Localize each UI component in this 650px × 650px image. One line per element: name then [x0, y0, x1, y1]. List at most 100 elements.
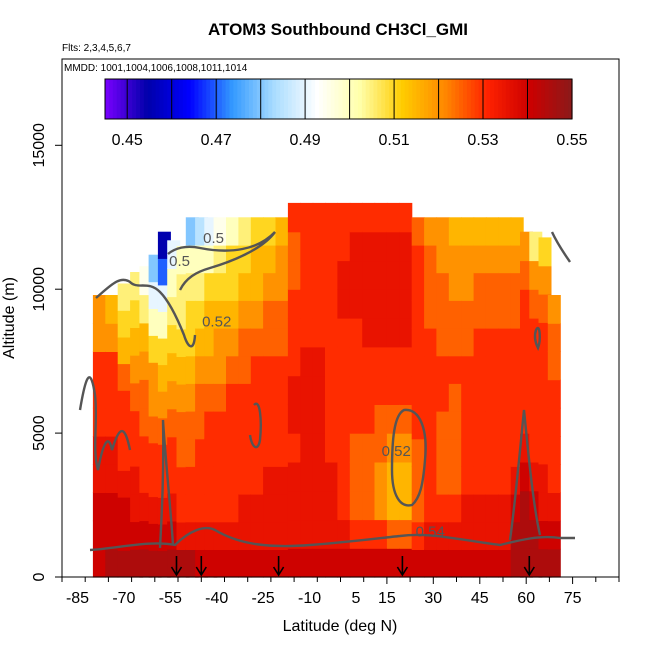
- heatmap-cell: [424, 217, 438, 246]
- heatmap-cell: [424, 355, 438, 384]
- colorbar-segment: [369, 79, 375, 119]
- colorbar-segment: [143, 79, 149, 119]
- colorbar-segment: [237, 79, 242, 119]
- colorbar-segment: [326, 79, 332, 119]
- colorbar-segment: [393, 79, 398, 119]
- colorbar-segment: [350, 79, 355, 119]
- heatmap-cell: [92, 520, 106, 550]
- colorbar-segment: [330, 79, 336, 119]
- heatmap-cell: [461, 328, 475, 357]
- heatmap-cell: [424, 300, 438, 329]
- heatmap-cell: [399, 375, 413, 405]
- heatmap-cell: [263, 383, 277, 412]
- heatmap-cell: [117, 336, 131, 365]
- colorbar-segment: [249, 79, 254, 119]
- heatmap-cell: [275, 383, 289, 412]
- heatmap-cell: [337, 346, 351, 377]
- dates-label: MMDD: 1001,1004,1006,1008,1011,1014: [64, 63, 248, 74]
- colorbar: 0.45 0.47 0.49 0.51 0.53 0.55: [104, 78, 588, 149]
- heatmap-cell: [362, 231, 376, 262]
- contour-lines: [78, 231, 575, 552]
- colorbar-segment: [245, 79, 250, 119]
- heatmap-cell: [461, 300, 475, 329]
- heatmap-cell: [337, 260, 351, 290]
- heatmap-cell: [473, 549, 487, 578]
- heatmap-cell: [362, 318, 376, 348]
- heatmap-cell: [386, 231, 400, 262]
- heatmap-cell: [547, 407, 561, 437]
- colorbar-segment: [564, 79, 569, 119]
- x-tick-label: -25: [252, 590, 275, 607]
- heatmap-cell: [250, 300, 264, 329]
- colorbar-segment: [474, 79, 480, 119]
- heatmap-cell: [374, 490, 388, 521]
- heatmap-cell: [213, 272, 227, 301]
- heatmap-cell: [325, 461, 338, 492]
- heatmap-cell: [424, 411, 438, 440]
- contour-line-southern-edge: [78, 376, 132, 471]
- heatmap-cell: [312, 519, 326, 549]
- heatmap-cell: [275, 328, 289, 357]
- heatmap-cell: [436, 411, 450, 440]
- heatmap-cell: [117, 310, 131, 338]
- heatmap-cell: [312, 461, 326, 492]
- heatmap-cell: [325, 202, 338, 233]
- heatmap-cell: [424, 244, 438, 274]
- heatmap-cell: [263, 272, 277, 301]
- colorbar-segment: [252, 79, 258, 119]
- heatmap-cell: [263, 355, 277, 384]
- colorbar-segment: [478, 79, 484, 119]
- contour-label: 0.52: [202, 314, 231, 331]
- colorbar-segment: [490, 79, 495, 119]
- heatmap-cell: [92, 548, 106, 578]
- colorbar-segment: [439, 79, 445, 119]
- heatmap-cell: [448, 549, 462, 578]
- heatmap-cell: [300, 519, 314, 549]
- colorbar-segment: [229, 79, 234, 119]
- heatmap-cell: [485, 438, 499, 467]
- colorbar-segment: [459, 79, 464, 119]
- heatmap-cell: [117, 550, 131, 578]
- heatmap-cell: [498, 272, 512, 301]
- heatmap-cell: [448, 244, 462, 274]
- heatmap-cell: [275, 411, 289, 440]
- heatmap-cell: [300, 461, 314, 492]
- heatmap-cell: [105, 295, 119, 324]
- heatmap-cell: [92, 464, 106, 493]
- heatmap-cell: [547, 436, 561, 465]
- flight-arrow: [272, 556, 285, 577]
- heatmap-cell: [226, 217, 239, 246]
- colorbar-segment: [171, 79, 176, 119]
- heatmap-cell: [411, 272, 425, 301]
- colorbar-segment: [408, 79, 414, 119]
- heatmap-cell: [473, 272, 487, 301]
- heatmap-cell: [337, 433, 351, 463]
- heatmap-cell: [238, 438, 252, 467]
- heatmap-cell: [374, 289, 388, 319]
- heatmap-cell: [300, 404, 314, 434]
- heatmap-cell: [325, 318, 338, 348]
- heatmap-cell: [386, 346, 400, 377]
- contour-line-nh-top: [550, 231, 571, 263]
- heatmap-cell: [374, 519, 388, 549]
- heatmap-cell: [436, 383, 450, 412]
- heatmap-cell: [424, 494, 438, 523]
- heatmap-cell: [287, 433, 301, 463]
- heatmap-cell: [275, 466, 289, 495]
- colorbar-segment: [315, 79, 320, 119]
- heatmap-cell: [374, 260, 388, 290]
- y-tick-label: 0: [31, 572, 48, 581]
- colorbar-segment: [202, 79, 207, 119]
- heatmap-cell: [105, 548, 119, 578]
- colorbar-tick-label: 0.49: [290, 132, 321, 149]
- colorbar-segment: [136, 79, 141, 119]
- heatmap-cell: [362, 346, 376, 377]
- heatmap-cell: [485, 411, 499, 440]
- colorbar-segment: [140, 79, 145, 119]
- heatmap-cell: [92, 323, 106, 352]
- colorbar-segment: [338, 79, 343, 119]
- heatmap-cell: [424, 466, 438, 495]
- colorbar-segment: [513, 79, 519, 119]
- colorbar-segment: [346, 79, 351, 119]
